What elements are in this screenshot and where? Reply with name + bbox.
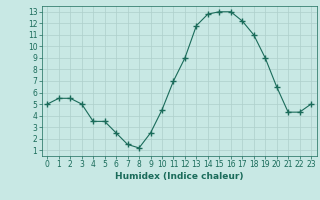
X-axis label: Humidex (Indice chaleur): Humidex (Indice chaleur) xyxy=(115,172,244,181)
